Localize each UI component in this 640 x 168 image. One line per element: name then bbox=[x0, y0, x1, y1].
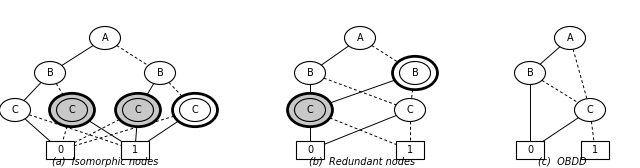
Text: A: A bbox=[102, 33, 108, 43]
FancyBboxPatch shape bbox=[46, 141, 74, 159]
Ellipse shape bbox=[56, 98, 88, 121]
Text: 0: 0 bbox=[57, 145, 63, 155]
Text: B: B bbox=[412, 68, 419, 78]
Text: 1: 1 bbox=[407, 145, 413, 155]
Ellipse shape bbox=[399, 61, 431, 85]
Text: C: C bbox=[191, 105, 198, 115]
Ellipse shape bbox=[173, 93, 218, 127]
FancyBboxPatch shape bbox=[581, 141, 609, 159]
FancyBboxPatch shape bbox=[396, 141, 424, 159]
Ellipse shape bbox=[145, 61, 175, 85]
Text: (a)  Isomorphic nodes: (a) Isomorphic nodes bbox=[52, 157, 158, 167]
Ellipse shape bbox=[554, 27, 586, 50]
Ellipse shape bbox=[49, 93, 95, 127]
Ellipse shape bbox=[575, 98, 605, 121]
Ellipse shape bbox=[294, 61, 326, 85]
Ellipse shape bbox=[0, 98, 31, 121]
Text: 0: 0 bbox=[307, 145, 313, 155]
Ellipse shape bbox=[392, 56, 438, 90]
Text: (b)  Redundant nodes: (b) Redundant nodes bbox=[309, 157, 415, 167]
Text: B: B bbox=[47, 68, 53, 78]
Ellipse shape bbox=[515, 61, 545, 85]
FancyBboxPatch shape bbox=[121, 141, 149, 159]
Ellipse shape bbox=[122, 98, 154, 121]
Ellipse shape bbox=[287, 93, 332, 127]
Ellipse shape bbox=[116, 93, 161, 127]
Text: 1: 1 bbox=[592, 145, 598, 155]
Ellipse shape bbox=[294, 98, 326, 121]
Text: B: B bbox=[527, 68, 533, 78]
Text: C: C bbox=[406, 105, 413, 115]
Ellipse shape bbox=[179, 98, 211, 121]
Text: A: A bbox=[356, 33, 364, 43]
FancyBboxPatch shape bbox=[296, 141, 324, 159]
Text: C: C bbox=[12, 105, 19, 115]
Text: C: C bbox=[68, 105, 76, 115]
Text: B: B bbox=[157, 68, 163, 78]
Text: 1: 1 bbox=[132, 145, 138, 155]
Ellipse shape bbox=[35, 61, 65, 85]
Text: C: C bbox=[587, 105, 593, 115]
Text: (c)  OBDD: (c) OBDD bbox=[538, 157, 587, 167]
Text: C: C bbox=[134, 105, 141, 115]
Text: C: C bbox=[307, 105, 314, 115]
FancyBboxPatch shape bbox=[516, 141, 544, 159]
Text: B: B bbox=[307, 68, 314, 78]
Text: 0: 0 bbox=[527, 145, 533, 155]
Ellipse shape bbox=[90, 27, 120, 50]
Ellipse shape bbox=[394, 98, 426, 121]
Ellipse shape bbox=[344, 27, 376, 50]
Text: A: A bbox=[566, 33, 573, 43]
